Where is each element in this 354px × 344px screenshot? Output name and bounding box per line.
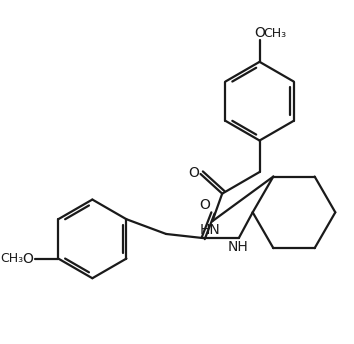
Text: O: O xyxy=(254,26,265,40)
Text: CH₃: CH₃ xyxy=(0,252,24,265)
Text: O: O xyxy=(188,166,199,180)
Text: CH₃: CH₃ xyxy=(264,27,287,40)
Text: NH: NH xyxy=(228,240,248,254)
Text: O: O xyxy=(22,251,33,266)
Text: HN: HN xyxy=(200,223,221,237)
Text: O: O xyxy=(199,198,210,213)
